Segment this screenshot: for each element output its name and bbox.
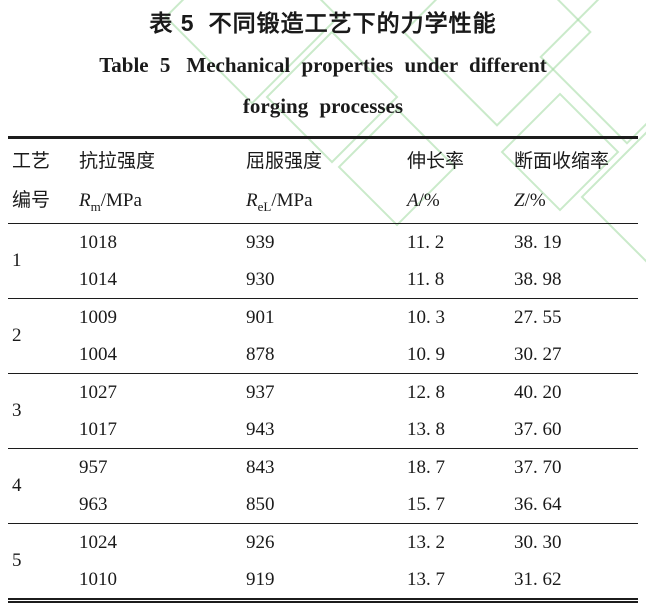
yield-cell: 926 <box>246 531 275 553</box>
symbol-subscript: eL <box>257 198 272 214</box>
header-zh-line: 伸长率 <box>407 151 465 172</box>
table-title-english-line2: forging processes <box>0 92 646 120</box>
header-elongation: 伸长率 A/% <box>406 138 513 224</box>
reduction-cell: 37. 60 <box>514 418 562 440</box>
tensile-cell: 1024 <box>79 531 117 553</box>
elongation-cell: 11. 8 <box>407 268 445 290</box>
table-row: 1010 919 13. 7 31. 62 <box>8 561 638 601</box>
table-title-zh-text: 不同锻造工艺下的力学性能 <box>208 10 497 36</box>
reduction-cell: 30. 30 <box>514 531 562 553</box>
table-row: 5 1024 926 13. 2 30. 30 <box>8 524 638 572</box>
elongation-cell: 10. 3 <box>407 306 445 328</box>
elongation-cell: 13. 7 <box>407 568 445 590</box>
process-number-cell: 5 <box>12 550 22 571</box>
header-symbol: A/% <box>407 189 513 213</box>
tensile-cell: 1027 <box>79 381 117 403</box>
table-row: 1017 943 13. 8 37. 60 <box>8 411 638 449</box>
tensile-cell: 1009 <box>79 306 117 328</box>
symbol-base: Z <box>514 190 525 211</box>
reduction-cell: 37. 70 <box>514 456 562 478</box>
tensile-cell: 1017 <box>79 418 117 440</box>
yield-cell: 843 <box>246 456 275 478</box>
tensile-cell: 1014 <box>79 268 117 290</box>
header-tensile-strength: 抗拉强度 Rm/MPa <box>78 138 245 224</box>
process-group-2: 2 1009 901 10. 3 27. 55 1004 878 10. 9 3… <box>8 299 638 374</box>
elongation-cell: 10. 9 <box>407 343 445 365</box>
table-header: 工艺 编号 抗拉强度 Rm/MPa 屈服强度 ReL/MPa 伸长率 A/% 断… <box>8 138 638 224</box>
symbol-unit: /MPa <box>100 190 142 211</box>
process-group-1: 1 1018 939 11. 2 38. 19 1014 930 11. 8 3… <box>8 224 638 299</box>
table-title-en-text2: forging processes <box>242 94 404 118</box>
yield-cell: 901 <box>246 306 275 328</box>
tensile-cell: 1004 <box>79 343 117 365</box>
header-zh-line: 抗拉强度 <box>79 151 156 172</box>
header-reduction-of-area: 断面收缩率 Z/% <box>513 138 638 224</box>
process-group-3: 3 1027 937 12. 8 40. 20 1017 943 13. 8 3… <box>8 374 638 449</box>
header-zh-line: 编号 <box>12 190 51 211</box>
process-number-cell: 2 <box>12 325 22 346</box>
reduction-cell: 36. 64 <box>514 493 562 515</box>
header-zh-line: 工艺 <box>12 151 51 172</box>
reduction-cell: 31. 62 <box>514 568 562 590</box>
yield-cell: 939 <box>246 231 275 253</box>
process-group-5: 5 1024 926 13. 2 30. 30 1010 919 13. 7 3… <box>8 524 638 601</box>
yield-cell: 850 <box>246 493 275 515</box>
elongation-cell: 11. 2 <box>407 231 445 253</box>
tensile-cell: 963 <box>79 493 108 515</box>
elongation-cell: 12. 8 <box>407 381 445 403</box>
tensile-cell: 1018 <box>79 231 117 253</box>
symbol-base: R <box>246 190 258 211</box>
symbol-unit: /MPa <box>271 190 313 211</box>
table-row: 4 957 843 18. 7 37. 70 <box>8 449 638 497</box>
header-zh-line: 屈服强度 <box>246 151 323 172</box>
yield-cell: 937 <box>246 381 275 403</box>
header-yield-strength: 屈服强度 ReL/MPa <box>245 138 406 224</box>
mechanical-properties-table: 工艺 编号 抗拉强度 Rm/MPa 屈服强度 ReL/MPa 伸长率 A/% 断… <box>8 136 638 603</box>
symbol-unit: /% <box>418 190 440 211</box>
process-number-cell: 1 <box>12 250 22 271</box>
elongation-cell: 13. 2 <box>407 531 445 553</box>
header-symbol: Rm/MPa <box>79 189 245 213</box>
header-symbol: Z/% <box>514 189 638 213</box>
yield-cell: 930 <box>246 268 275 290</box>
header-process-number: 工艺 编号 <box>8 138 78 224</box>
process-group-4: 4 957 843 18. 7 37. 70 963 850 15. 7 36.… <box>8 449 638 524</box>
table-title-en-text: Mechanical properties under different <box>186 53 547 77</box>
elongation-cell: 15. 7 <box>407 493 445 515</box>
table-row: 963 850 15. 7 36. 64 <box>8 486 638 524</box>
elongation-cell: 18. 7 <box>407 456 445 478</box>
table-row: 1004 878 10. 9 30. 27 <box>8 336 638 374</box>
symbol-base: A <box>407 190 419 211</box>
tensile-cell: 957 <box>79 456 108 478</box>
reduction-cell: 40. 20 <box>514 381 562 403</box>
table-title-chinese: 表 5 不同锻造工艺下的力学性能 <box>0 0 646 38</box>
table-row: 3 1027 937 12. 8 40. 20 <box>8 374 638 422</box>
table-title-english-line1: Table 5 Mechanical properties under diffe… <box>0 51 646 79</box>
table-row: 2 1009 901 10. 3 27. 55 <box>8 299 638 347</box>
header-zh-line: 断面收缩率 <box>514 151 610 172</box>
elongation-cell: 13. 8 <box>407 418 445 440</box>
process-number-cell: 4 <box>12 475 22 496</box>
table-number-en: Table 5 <box>99 53 171 77</box>
symbol-unit: /% <box>524 190 546 211</box>
tensile-cell: 1010 <box>79 568 117 590</box>
reduction-cell: 27. 55 <box>514 306 562 328</box>
yield-cell: 943 <box>246 418 275 440</box>
reduction-cell: 30. 27 <box>514 343 562 365</box>
header-symbol: ReL/MPa <box>246 189 406 213</box>
symbol-subscript: m <box>90 198 101 214</box>
reduction-cell: 38. 98 <box>514 268 562 290</box>
table-row: 1014 930 11. 8 38. 98 <box>8 261 638 299</box>
table-row: 1 1018 939 11. 2 38. 19 <box>8 224 638 272</box>
reduction-cell: 38. 19 <box>514 231 562 253</box>
symbol-base: R <box>79 190 91 211</box>
yield-cell: 919 <box>246 568 275 590</box>
process-number-cell: 3 <box>12 400 22 421</box>
table-number-zh: 表 5 <box>149 10 195 36</box>
yield-cell: 878 <box>246 343 275 365</box>
